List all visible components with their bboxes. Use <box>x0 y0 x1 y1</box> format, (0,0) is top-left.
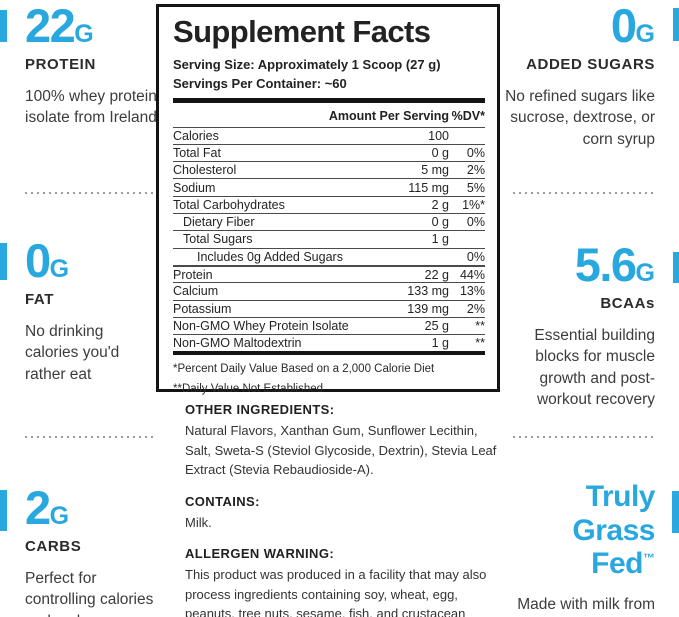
highlight-carbs: 2G CARBS Perfect for controlling calorie… <box>25 484 159 617</box>
protein-amount: 22G <box>25 0 94 52</box>
added-sugars-label: ADDED SUGARS <box>526 56 655 73</box>
footnote-not-established: **Daily Value Not Established <box>173 383 324 396</box>
table-row: Non-GMO Maltodextrin 1 g ** <box>173 334 485 351</box>
allergen-warning-heading: ALLERGEN WARNING: <box>185 546 335 561</box>
fat-description: No drinking calories you'd rather eat <box>25 323 120 383</box>
dv-header: %DV* <box>451 108 485 123</box>
trademark-symbol: ™ <box>643 551 655 566</box>
edge-fragment-right-top <box>673 8 679 41</box>
highlight-grass-fed: Truly Grass Fed™ Made with milk from cow… <box>503 480 655 617</box>
table-header: Amount Per Serving %DV* <box>173 103 485 127</box>
grass-fed-description: Made with milk from cows that spend at l… <box>517 595 655 613</box>
table-row: Non-GMO Whey Protein Isolate 25 g ** <box>173 316 485 334</box>
supplement-facts-panel: Supplement Facts Serving Size: Approxima… <box>156 4 500 396</box>
bcaas-description: Essential building blocks for muscle gro… <box>534 327 655 409</box>
table-row: Dietary Fiber 0 g 0% <box>173 213 485 230</box>
edge-fragment-right-bottom <box>672 491 679 533</box>
dotted-divider <box>513 192 655 194</box>
contains-text: Milk. <box>185 514 212 530</box>
other-ingredients-text: Natural Flavors, Xanthan Gum, Sunflower … <box>185 423 497 477</box>
table-row: Calcium 133 mg 13% <box>173 282 485 299</box>
table-row: Cholesterol 5 mg 2% <box>173 161 485 178</box>
nutrition-table: Calories 100 Total Fat 0 g 0% Cholesterol 5 … <box>173 126 485 356</box>
fat-amount: 0G <box>25 234 70 287</box>
protein-label: PROTEIN <box>25 56 96 73</box>
protein-description: 100% whey protein isolate from Ireland <box>25 88 157 127</box>
carbs-label: CARBS <box>25 538 82 555</box>
contains-heading: CONTAINS: <box>185 493 260 509</box>
added-sugars-amount: 0G <box>610 0 655 52</box>
edge-fragment-left-top <box>0 10 7 42</box>
table-row: Sodium 115 mg 5% <box>173 178 485 195</box>
carbs-amount: 2G <box>25 481 70 534</box>
table-row: Calories 100 <box>173 126 485 144</box>
table-row: Includes 0g Added Sugars 0% <box>173 247 485 265</box>
added-sugars-description: No refined sugars like sucrose, dextrose… <box>505 88 655 148</box>
table-row: Total Sugars 1 g <box>173 230 485 247</box>
carbs-description: Perfect for controlling calories and car… <box>25 570 154 617</box>
dotted-divider <box>25 436 153 438</box>
servings-per-container: Servings Per Container: ~60 <box>173 75 347 91</box>
table-row: Total Fat 0 g 0% <box>173 143 485 161</box>
highlight-bcaas: 5.6G BCAAs Essential building blocks for… <box>503 241 655 411</box>
bcaas-amount: 5.6G <box>574 238 655 291</box>
amount-header: Amount Per Serving <box>328 108 449 123</box>
highlight-protein: 22G PROTEIN 100% whey protein isolate fr… <box>25 2 159 129</box>
edge-fragment-left-middle <box>0 243 7 280</box>
allergen-warning-text: This product was produced in a facility … <box>185 567 487 617</box>
footnote-daily-value: *Percent Daily Value Based on a 2,000 Ca… <box>173 363 435 376</box>
fat-label: FAT <box>25 291 55 308</box>
panel-title: Supplement Facts <box>173 14 431 49</box>
other-ingredients-heading: OTHER INGREDIENTS: <box>185 402 335 417</box>
table-row: Total Carbohydrates 2 g 1%* <box>173 195 485 213</box>
highlight-added-sugars: 0G ADDED SUGARS No refined sugars like s… <box>503 2 655 150</box>
ingredients-block: OTHER INGREDIENTS: Natural Flavors, Xant… <box>185 402 499 617</box>
grass-fed-title: Truly Grass Fed™ <box>572 480 655 581</box>
dotted-divider <box>25 192 153 194</box>
edge-fragment-right-middle <box>673 252 679 283</box>
serving-size: Serving Size: Approximately 1 Scoop (27 … <box>173 56 441 72</box>
table-row: Protein 22 g 44% <box>173 264 485 282</box>
thick-divider-bar <box>173 97 485 103</box>
highlight-fat: 0G FAT No drinking calories you'd rather… <box>25 237 159 385</box>
bcaas-label: BCAAs <box>600 295 655 312</box>
edge-fragment-left-bottom <box>0 490 7 531</box>
dotted-divider <box>513 436 655 438</box>
table-row: Potassium 139 mg 2% <box>173 299 485 317</box>
